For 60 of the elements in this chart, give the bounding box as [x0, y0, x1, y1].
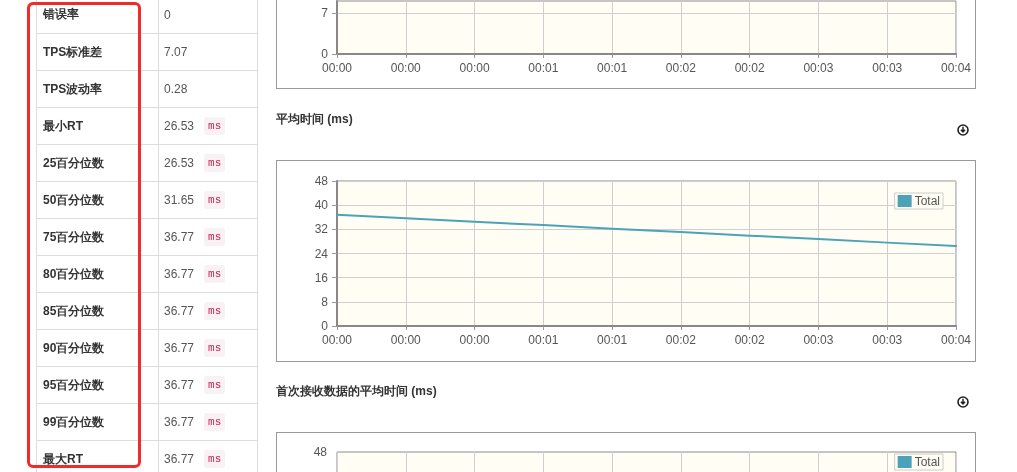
x-tick-label: 00:02 — [734, 333, 766, 347]
x-tick-label: 00:04 — [940, 333, 972, 347]
legend-label: Total — [914, 455, 941, 469]
text: 36.77 ms — [164, 267, 222, 281]
y-tick-label: 24 — [314, 246, 329, 261]
text: 36.77 ms — [164, 415, 222, 429]
y-tick-label: 8 — [321, 294, 329, 309]
chart-title: 平均时间 (ms) — [275, 112, 353, 126]
y-tick-label: 40 — [314, 198, 329, 213]
text: 首次接收数据的平均时间 (ms) — [275, 384, 437, 398]
y-tick-label: 0 — [321, 319, 329, 333]
x-tick-label: 00:01 — [597, 333, 628, 347]
text: 36.77 ms — [164, 378, 222, 392]
text: 31.65 ms — [164, 193, 222, 207]
text: 36.77 ms — [164, 304, 222, 318]
x-tick-label: 00:03 — [872, 61, 903, 75]
y-tick-label: 0 — [321, 47, 329, 61]
x-tick-label: 00:04 — [940, 61, 972, 75]
x-tick-label: 00:02 — [734, 61, 766, 75]
x-tick-label: 00:01 — [528, 333, 559, 347]
text: 26.53 ms — [164, 119, 222, 133]
text: 26.53 ms — [164, 156, 222, 170]
x-tick-label: 00:03 — [872, 333, 903, 347]
x-tick-label: 00:00 — [459, 61, 490, 75]
line-series — [336, 213, 957, 247]
x-tick-label: 00:02 — [665, 61, 697, 75]
x-tick-label: 00:00 — [321, 333, 353, 347]
y-tick-label: 16 — [314, 270, 329, 285]
category-label: 最大RT — [42, 450, 84, 468]
x-tick-label: 00:01 — [597, 61, 628, 75]
category-label: 错误率 — [42, 6, 80, 23]
x-tick-label: 00:02 — [665, 333, 697, 347]
x-tick-label: 00:00 — [390, 61, 422, 75]
category-label: 90百分位数 — [42, 339, 106, 357]
category-label: 50百分位数 — [42, 191, 106, 209]
text: 36.77 ms — [164, 452, 222, 466]
text: 36.77 ms — [164, 341, 222, 355]
x-tick-label: 00:03 — [803, 333, 834, 347]
text: 7.07 — [164, 45, 188, 59]
text: 36.77 ms — [164, 230, 222, 244]
category-label: 85百分位数 — [42, 302, 106, 320]
y-tick-label: 7 — [321, 5, 329, 20]
category-label: TPS标准差 — [42, 43, 104, 61]
text: 0 — [164, 7, 171, 22]
x-tick-label: 00:01 — [528, 61, 559, 75]
category-label: 95百分位数 — [42, 376, 106, 394]
text: 0.28 — [164, 82, 188, 96]
category-label: 25百分位数 — [42, 154, 106, 172]
category-label: 99百分位数 — [42, 413, 106, 431]
x-tick-label: 00:00 — [459, 333, 490, 347]
x-tick-label: 00:00 — [321, 61, 353, 75]
category-label: 75百分位数 — [42, 228, 106, 246]
legend-label: Total — [914, 194, 941, 208]
category-label: TPS波动率 — [42, 80, 104, 98]
y-tick-label: 32 — [314, 222, 329, 237]
category-label: 80百分位数 — [42, 265, 106, 283]
y-tick-label: 48 — [314, 174, 329, 188]
x-tick-label: 00:00 — [390, 333, 422, 347]
x-tick-label: 00:03 — [803, 61, 834, 75]
category-label: 最小RT — [42, 117, 84, 135]
